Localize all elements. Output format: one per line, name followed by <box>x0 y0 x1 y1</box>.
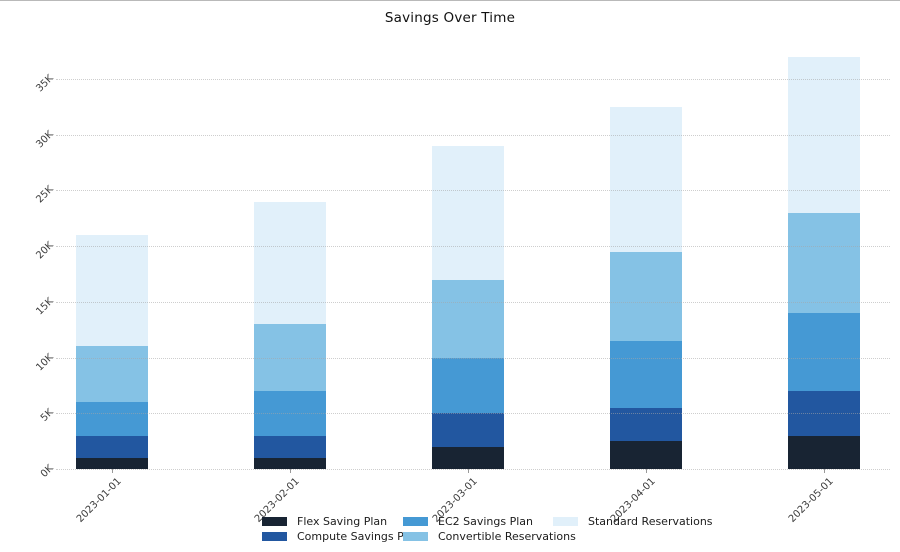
y-axis-tick-label: 35K <box>34 72 56 95</box>
plot-area: 0K 5K 10K 15K 20K 25K 30K 35K 2023-01-01 2023-02-… <box>34 41 890 525</box>
legend-entry: Flex Saving Plan <box>262 515 421 528</box>
bar-segment <box>788 435 860 469</box>
bar-segment <box>610 441 682 469</box>
x-axis-tick <box>468 469 469 473</box>
gridline <box>56 134 890 136</box>
bar-segment <box>254 201 326 325</box>
bar-segment <box>610 340 682 408</box>
gridline <box>56 413 890 415</box>
legend-label: Compute Savings Plan <box>297 530 421 543</box>
gridline <box>56 357 890 359</box>
legend-column: Flex Saving Plan Compute Savings Plan <box>262 515 421 543</box>
bar-segment <box>610 251 682 341</box>
x-axis-tick <box>824 469 825 473</box>
stacked-bar <box>254 41 326 469</box>
gridline <box>56 78 890 80</box>
x-axis-tick <box>290 469 291 473</box>
legend: Flex Saving Plan Compute Savings Plan EC2 … <box>0 515 900 550</box>
gridline <box>56 246 890 248</box>
bar-segment <box>76 457 148 469</box>
y-axis-tick-label: 15K <box>34 295 56 318</box>
chart-title: Savings Over Time <box>384 10 516 26</box>
y-axis-tick-label: 20K <box>34 240 56 262</box>
legend-swatch <box>553 517 578 526</box>
bar-segment <box>76 346 148 403</box>
bar-segment <box>76 234 148 347</box>
y-axis-tick-label: 25K <box>34 184 56 206</box>
bar-segment <box>254 457 326 469</box>
gridline <box>56 301 890 303</box>
bar-segment <box>788 212 860 313</box>
legend-column: EC2 Savings Plan Convertible Reservations <box>403 515 576 543</box>
x-axis-tick <box>112 469 113 473</box>
bar-segment <box>432 279 504 358</box>
bar-segment <box>432 357 504 414</box>
stacked-bar <box>610 41 682 469</box>
bar-segment <box>788 312 860 391</box>
stacked-bar <box>76 41 148 469</box>
bar-segment <box>254 435 326 458</box>
bar-segment <box>432 413 504 447</box>
legend-entry: Standard Reservations <box>553 515 713 528</box>
legend-swatch <box>262 517 287 526</box>
bar-segment <box>610 106 682 252</box>
x-axis-tick <box>646 469 647 473</box>
legend-entry: Compute Savings Plan <box>262 530 421 543</box>
legend-label: Flex Saving Plan <box>297 515 388 528</box>
y-axis-tick-label: 5K <box>38 407 56 425</box>
legend-label: Standard Reservations <box>588 515 713 528</box>
y-axis-tick-label: 0K <box>38 463 56 480</box>
legend-column: Standard Reservations <box>553 515 713 528</box>
y-axis-tick-label: 10K <box>34 351 56 373</box>
stacked-bar <box>432 41 504 469</box>
legend-swatch <box>262 532 287 541</box>
legend-label: Convertible Reservations <box>438 530 576 543</box>
legend-swatch <box>403 532 428 541</box>
legend-entry: EC2 Savings Plan <box>403 515 576 528</box>
bar-segment <box>76 435 148 458</box>
gridline <box>56 190 890 192</box>
bar-segment <box>76 402 148 436</box>
legend-entry: Convertible Reservations <box>403 530 576 543</box>
legend-swatch <box>403 517 428 526</box>
bar-segment <box>432 446 504 469</box>
bar-segment <box>432 145 504 280</box>
legend-label: EC2 Savings Plan <box>438 515 533 528</box>
gridline <box>56 469 890 470</box>
stacked-bar <box>788 41 860 469</box>
y-axis-tick-label: 30K <box>34 128 56 151</box>
